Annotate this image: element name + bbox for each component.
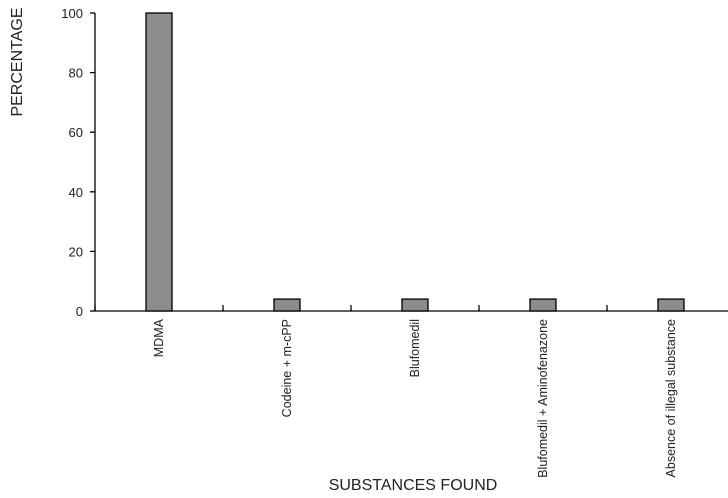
x-axis-title: SUBSTANCES FOUND bbox=[329, 477, 498, 494]
bar-blufomedil-aminofenazone bbox=[529, 298, 557, 312]
x-category-label: Blufomedil + Aminofenazone bbox=[536, 319, 550, 478]
x-category-label: Absence of illegal substance bbox=[664, 319, 678, 477]
y-axis-ticks: 0 20 40 60 80 100 bbox=[61, 6, 95, 319]
y-tick-label: 100 bbox=[61, 6, 83, 21]
category-labels: MDMA Codeine + m-cPP Blufomedil Blufomedil … bbox=[152, 318, 678, 477]
bar-codeine-m-cpp bbox=[273, 298, 301, 312]
bar-absence-of-illegal-substance bbox=[657, 298, 685, 312]
y-tick-label: 80 bbox=[69, 66, 83, 81]
y-tick-label: 60 bbox=[69, 125, 83, 140]
bar-series bbox=[145, 12, 685, 312]
chart-axes bbox=[94, 13, 728, 312]
x-category-label: Codeine + m-cPP bbox=[280, 319, 294, 417]
y-tick-label: 40 bbox=[69, 185, 83, 200]
bar-mdma bbox=[145, 12, 173, 312]
y-axis-title: PERCENTAGE bbox=[9, 7, 26, 116]
bar-blufomedil bbox=[401, 298, 429, 312]
y-tick-label: 0 bbox=[76, 304, 83, 319]
x-category-label: MDMA bbox=[152, 318, 166, 357]
x-axis-ticks bbox=[94, 305, 608, 311]
x-category-label: Blufomedil bbox=[408, 319, 422, 377]
y-tick-label: 20 bbox=[69, 244, 83, 259]
